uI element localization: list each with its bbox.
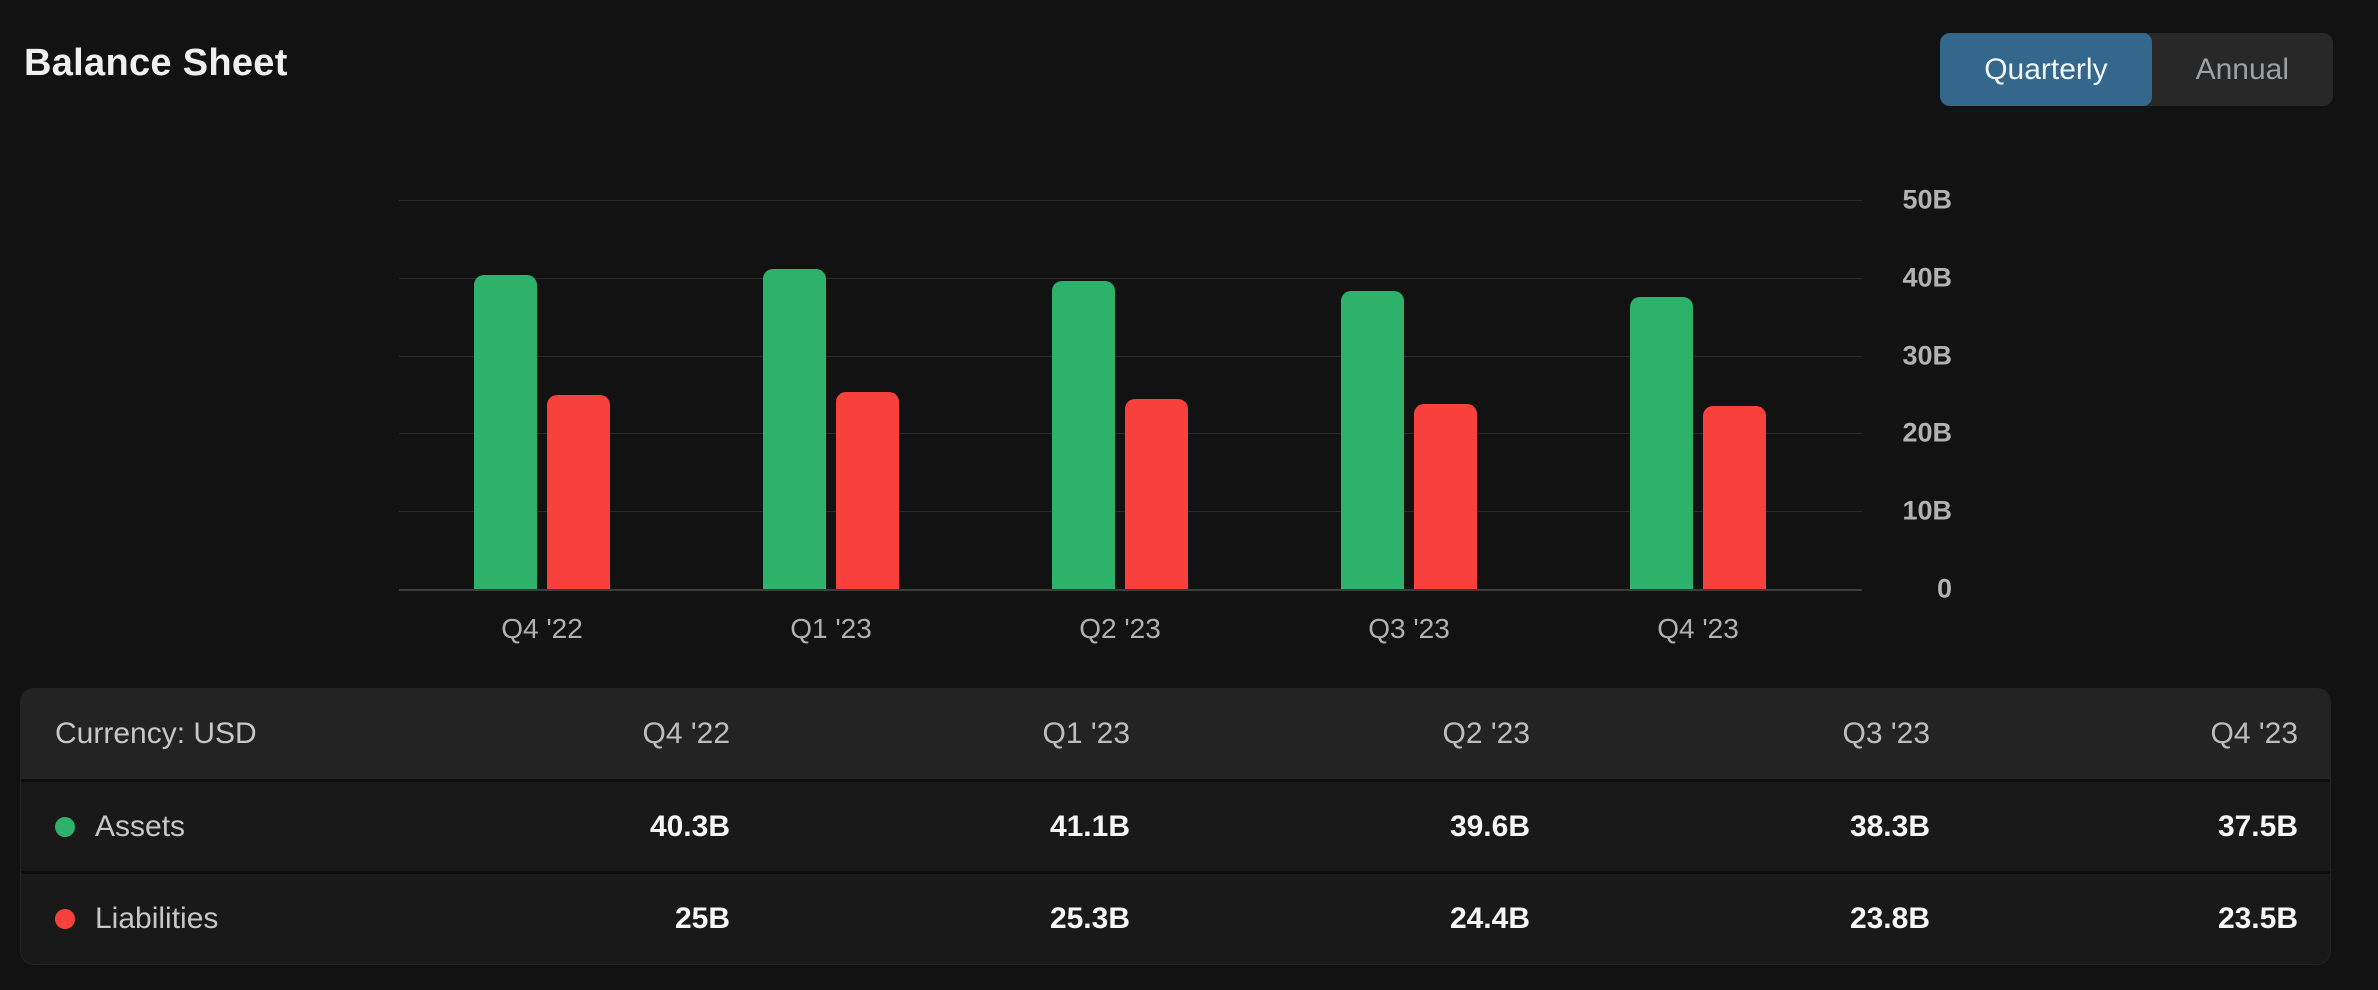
table-cell-value: 23.5B <box>2217 902 2298 936</box>
bar-liabilities[interactable] <box>1414 403 1477 589</box>
page-title: Balance Sheet <box>24 42 288 84</box>
table-cell-value: 40.3B <box>649 809 730 843</box>
gridline <box>399 277 1862 279</box>
table-column-header: Q2 '23 <box>1442 716 1530 750</box>
table-cell-value: 24.4B <box>1449 902 1530 936</box>
table-cell-value: 23.8B <box>1849 902 1930 936</box>
gridline <box>399 589 1862 591</box>
currency-label: Currency: USD <box>55 716 257 750</box>
bar-liabilities[interactable] <box>1125 399 1188 589</box>
y-axis-tick-label: 50B <box>1902 184 1952 215</box>
period-toggle: Quarterly Annual <box>1940 33 2333 106</box>
balance-sheet-table: Currency: USD Q4 '22 Q1 '23 Q2 '23 Q3 '23 Q4… <box>20 688 2331 965</box>
series-name: Liabilities <box>95 902 219 936</box>
bar-assets[interactable] <box>1630 297 1693 589</box>
x-axis-label: Q3 '23 <box>1368 613 1450 644</box>
table-cell-value: 41.1B <box>1049 809 1130 843</box>
bar-assets[interactable] <box>1052 280 1115 589</box>
bar-assets[interactable] <box>763 269 826 589</box>
series-dot-icon <box>55 909 75 930</box>
bar-liabilities[interactable] <box>1703 406 1766 589</box>
gridline <box>399 355 1862 357</box>
table-cell-value: 25.3B <box>1049 902 1130 936</box>
y-axis-tick-label: 0 <box>1936 573 1952 604</box>
y-axis-tick-label: 10B <box>1902 495 1952 526</box>
table-column-header: Q3 '23 <box>1842 716 1930 750</box>
quarterly-tab[interactable]: Quarterly <box>1940 33 2152 106</box>
table-row: Liabilities 25B 25.3B 24.4B 23.8B 23.5B <box>21 871 2330 964</box>
y-axis-tick-label: 40B <box>1902 262 1952 293</box>
table-column-header: Q4 '23 <box>2210 716 2298 750</box>
bar-liabilities[interactable] <box>836 392 899 589</box>
table-cell-value: 39.6B <box>1449 809 1530 843</box>
annual-tab[interactable]: Annual <box>2152 33 2333 106</box>
bar-assets[interactable] <box>1341 291 1404 589</box>
x-axis-label: Q1 '23 <box>790 613 872 644</box>
table-cell-value: 37.5B <box>2217 809 2298 843</box>
series-name: Assets <box>95 809 186 843</box>
y-axis: 50B 40B 30B 20B 10B 0 <box>1868 185 1952 604</box>
y-axis-tick-label: 20B <box>1902 417 1952 448</box>
table-cell-value: 38.3B <box>1849 809 1930 843</box>
bar-assets[interactable] <box>474 275 537 589</box>
table-cell-value: 25B <box>674 902 730 936</box>
bar-chart: Q4 '22 Q1 '23 Q2 '23 Q3 '23 Q4 '23 <box>399 200 1862 644</box>
x-axis-label: Q4 '22 <box>501 613 583 644</box>
x-axis-label: Q4 '23 <box>1657 613 1739 644</box>
x-axis-label: Q2 '23 <box>1079 613 1161 644</box>
table-header-row: Currency: USD Q4 '22 Q1 '23 Q2 '23 Q3 '23 Q4… <box>21 689 2330 779</box>
table-column-header: Q4 '22 <box>642 716 730 750</box>
series-dot-icon <box>55 816 75 837</box>
table-row: Assets 40.3B 41.1B 39.6B 38.3B 37.5B <box>21 778 2330 872</box>
row-label: Assets <box>21 810 330 844</box>
gridline <box>399 200 1862 201</box>
row-label: Liabilities <box>21 902 330 936</box>
y-axis-tick-label: 30B <box>1902 340 1952 371</box>
bar-liabilities[interactable] <box>547 394 610 589</box>
table-column-header: Q1 '23 <box>1042 716 1130 750</box>
